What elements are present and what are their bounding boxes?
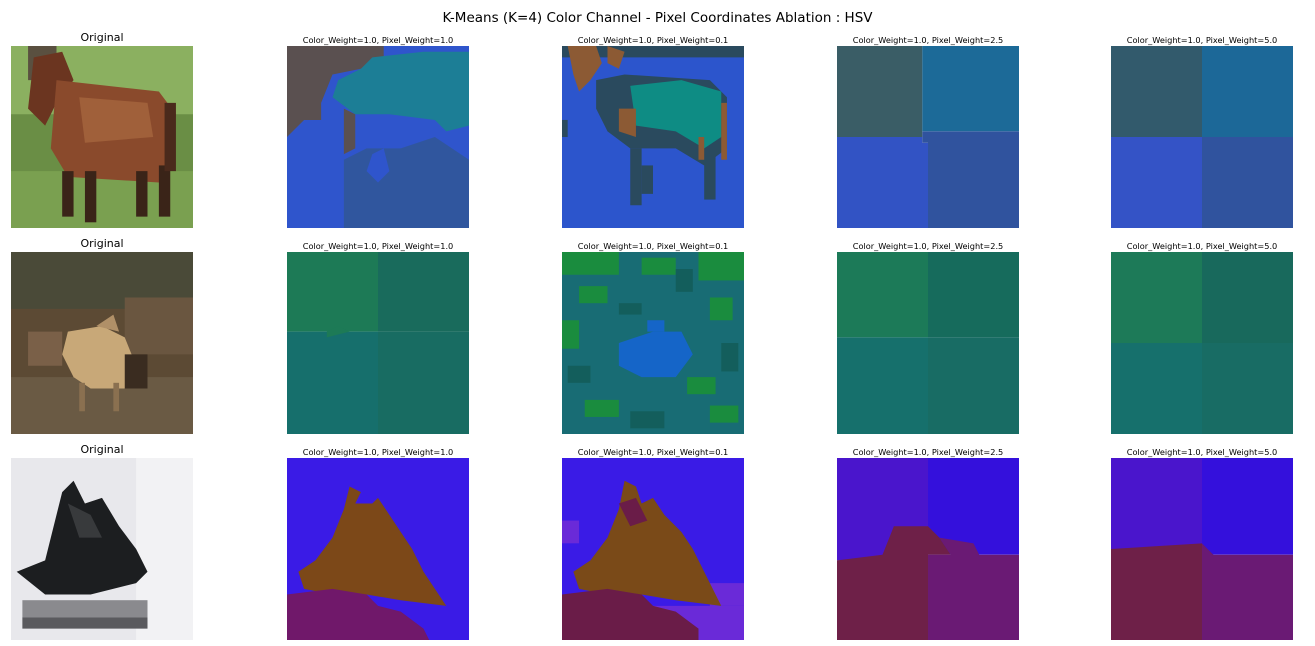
- segmentation-map: [837, 458, 1019, 640]
- segmentation-map: [562, 252, 744, 434]
- segmentation-map: [1111, 46, 1293, 228]
- panel-title: Original: [80, 31, 124, 44]
- panel-title: Color_Weight=1.0, Pixel_Weight=0.1: [577, 241, 729, 251]
- panel-title: Color_Weight=1.0, Pixel_Weight=2.5: [852, 241, 1004, 251]
- panel-title: Color_Weight=1.0, Pixel_Weight=0.1: [577, 447, 729, 457]
- panel-title: Color_Weight=1.0, Pixel_Weight=5.0: [1126, 35, 1278, 45]
- segmentation-map: [287, 252, 469, 434]
- segmentation-map: [1111, 458, 1293, 640]
- segmentation-map: [837, 252, 1019, 434]
- panel-title: Color_Weight=1.0, Pixel_Weight=5.0: [1126, 447, 1278, 457]
- figure-suptitle: K-Means (K=4) Color Channel - Pixel Coor…: [442, 10, 873, 26]
- panel-title: Color_Weight=1.0, Pixel_Weight=1.0: [302, 35, 454, 45]
- panel-title: Original: [80, 443, 124, 456]
- deer-original-image: [11, 252, 193, 434]
- horse-original-image: [11, 46, 193, 228]
- panel-title: Color_Weight=1.0, Pixel_Weight=2.5: [852, 35, 1004, 45]
- panel-title: Color_Weight=1.0, Pixel_Weight=0.1: [577, 35, 729, 45]
- segmentation-map: [287, 46, 469, 228]
- segmentation-map: [562, 46, 744, 228]
- segmentation-map: [287, 458, 469, 640]
- panel-title: Color_Weight=1.0, Pixel_Weight=1.0: [302, 447, 454, 457]
- segmentation-map: [1111, 252, 1293, 434]
- segmentation-map: [562, 458, 744, 640]
- boat-original-image: [11, 458, 193, 640]
- panel-title: Color_Weight=1.0, Pixel_Weight=5.0: [1126, 241, 1278, 251]
- segmentation-map: [837, 46, 1019, 228]
- panel-title: Color_Weight=1.0, Pixel_Weight=2.5: [852, 447, 1004, 457]
- panel-title: Original: [80, 237, 124, 250]
- panel-title: Color_Weight=1.0, Pixel_Weight=1.0: [302, 241, 454, 251]
